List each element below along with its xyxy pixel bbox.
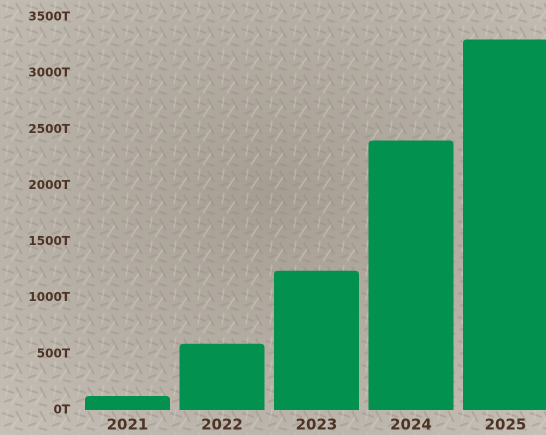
x-tick-label: 2023: [296, 416, 338, 434]
y-tick-label: 3000T: [28, 66, 70, 80]
y-tick-label: 500T: [37, 346, 71, 360]
y-tick-label: 1500T: [28, 234, 70, 248]
x-tick-label: 2025: [485, 416, 527, 434]
bar: [85, 395, 170, 410]
y-tick-label: 2500T: [28, 122, 70, 136]
y-tick-label: 3500T: [28, 10, 70, 24]
x-tick-label: 2024: [390, 416, 432, 434]
x-tick-label: 2022: [201, 416, 243, 434]
bar: [368, 140, 454, 410]
y-tick-label: 1000T: [28, 290, 70, 304]
y-tick-label: 0T: [53, 403, 70, 417]
x-tick-label: 2021: [107, 416, 149, 434]
bar: [463, 39, 546, 410]
bar: [274, 270, 359, 410]
y-tick-label: 2000T: [28, 178, 70, 192]
bar: [179, 343, 265, 410]
